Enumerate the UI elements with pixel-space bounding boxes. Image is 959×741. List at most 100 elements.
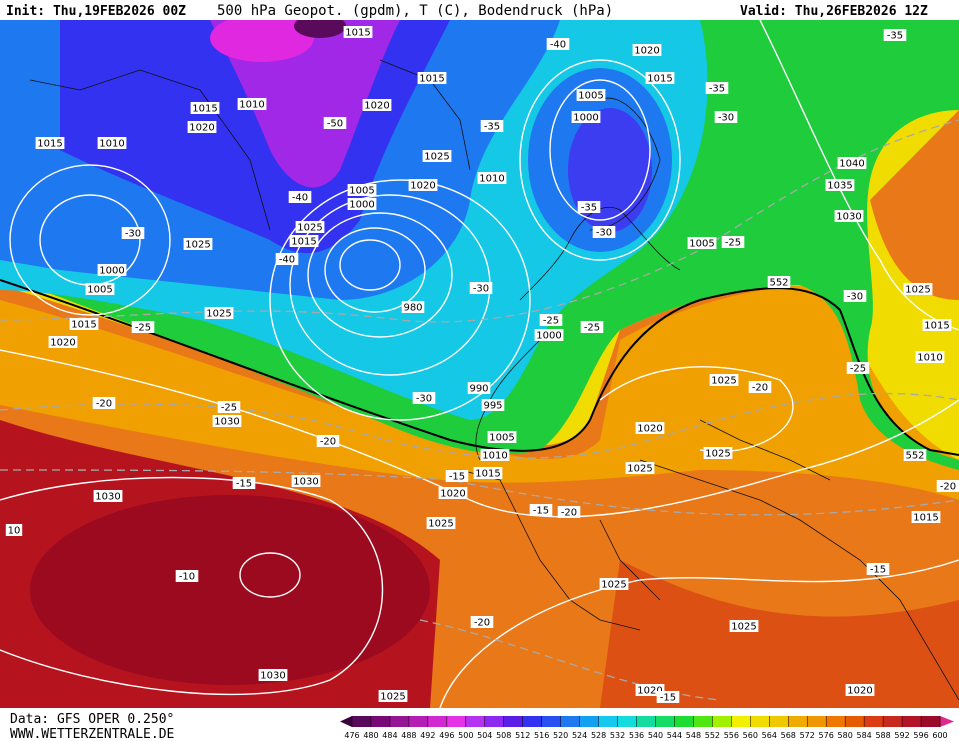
colorbar-tick-label: 544 bbox=[667, 731, 682, 740]
label-box bbox=[48, 336, 78, 348]
contour-label: -35 bbox=[709, 84, 725, 95]
label-box bbox=[592, 226, 616, 238]
contour-labels: 1015 1015 1020 1015 1015 1010 1020 1015 1010 -50 1… bbox=[5, 26, 959, 704]
label-box bbox=[625, 462, 655, 474]
label-box bbox=[275, 253, 299, 265]
contour-label: 1025 bbox=[185, 240, 210, 251]
label-box bbox=[480, 449, 510, 461]
label-box bbox=[92, 397, 116, 409]
colorbar-swatch bbox=[864, 716, 884, 727]
label-box bbox=[571, 111, 601, 123]
colorbar-swatch bbox=[750, 716, 770, 727]
contour-label: 1010 bbox=[239, 100, 264, 111]
contour-label: 1015 bbox=[475, 469, 500, 480]
colorbar-tick-label: 564 bbox=[762, 731, 777, 740]
colorbar-swatch bbox=[408, 716, 429, 727]
colorbar-tick-label: 580 bbox=[838, 731, 853, 740]
contour-label: 1015 bbox=[345, 28, 370, 39]
label-box bbox=[477, 172, 507, 184]
map-title: 500 hPa Geopot. (gpdm), T (C), Bodendruc… bbox=[217, 3, 613, 19]
contour-label: -30 bbox=[847, 292, 863, 303]
label-box bbox=[291, 475, 321, 487]
valid-time: Valid: Thu,26FEB2026 12Z bbox=[740, 4, 928, 19]
colorbar-tick-label: 488 bbox=[401, 731, 416, 740]
colorbar-swatch bbox=[826, 716, 846, 727]
label-box bbox=[487, 431, 517, 443]
label-box bbox=[911, 511, 941, 523]
colorbar-swatch bbox=[693, 716, 713, 727]
label-box bbox=[703, 447, 733, 459]
label-box bbox=[237, 98, 267, 110]
contour-label: -15 bbox=[870, 565, 886, 576]
label-box bbox=[534, 329, 564, 341]
label-box bbox=[656, 691, 680, 703]
colorbar-swatch bbox=[370, 716, 391, 727]
colorbar-tick-label: 568 bbox=[781, 731, 796, 740]
contour-label: -15 bbox=[236, 479, 252, 490]
contour-label: 1025 bbox=[297, 223, 322, 234]
label-box bbox=[422, 150, 452, 162]
label-box bbox=[183, 238, 213, 250]
label-box bbox=[576, 89, 606, 101]
contour-label: -25 bbox=[221, 403, 237, 414]
colorbar-tick-label: 476 bbox=[344, 731, 359, 740]
contour-label: 552 bbox=[905, 451, 924, 462]
label-box bbox=[212, 415, 242, 427]
contour-label: -40 bbox=[292, 193, 308, 204]
colorbar-swatch bbox=[541, 716, 562, 727]
label-box bbox=[903, 283, 933, 295]
contour-label: -20 bbox=[320, 437, 336, 448]
colorbar-swatch bbox=[484, 716, 505, 727]
label-box bbox=[121, 227, 145, 239]
contour-label: 1025 bbox=[705, 449, 730, 460]
contour-label: -35 bbox=[581, 203, 597, 214]
colorbar-tick-label: 508 bbox=[496, 731, 511, 740]
contour-label: 1025 bbox=[731, 622, 756, 633]
label-box bbox=[288, 191, 312, 203]
contour-label: 1030 bbox=[260, 671, 285, 682]
contour-label: 1005 bbox=[87, 285, 112, 296]
colorbar-tick-label: 592 bbox=[894, 731, 909, 740]
label-box bbox=[85, 283, 115, 295]
label-box bbox=[467, 382, 491, 394]
colorbar-tick-label: 536 bbox=[629, 731, 644, 740]
contour-label: 1015 bbox=[647, 74, 672, 85]
label-box bbox=[635, 422, 665, 434]
label-box bbox=[767, 276, 791, 288]
contour-label: 1020 bbox=[189, 123, 214, 134]
colorbar-swatch bbox=[503, 716, 524, 727]
label-box bbox=[232, 477, 256, 489]
label-box bbox=[632, 44, 662, 56]
map-area bbox=[0, 20, 959, 708]
colorbar-tick-label: 524 bbox=[572, 731, 587, 740]
colorbar-swatch bbox=[902, 716, 922, 727]
contour-label: 1020 bbox=[410, 181, 435, 192]
contour-label: -40 bbox=[550, 40, 566, 51]
label-box bbox=[438, 487, 468, 499]
contour-label: -25 bbox=[725, 238, 741, 249]
contour-label: 1025 bbox=[711, 376, 736, 387]
colorbar-tick-label: 588 bbox=[875, 731, 890, 740]
colorbar: 476 480 484 488 492 496 500 504 508 512 516 520 524 5… bbox=[340, 716, 954, 740]
label-box bbox=[687, 237, 717, 249]
label-box bbox=[481, 399, 505, 411]
contour-label: -20 bbox=[940, 482, 956, 493]
label-box bbox=[470, 616, 494, 628]
field-darkpurple bbox=[294, 20, 346, 38]
colorbar-tick-label: 572 bbox=[800, 731, 815, 740]
contour-label: 1030 bbox=[836, 212, 861, 223]
label-box bbox=[825, 179, 855, 191]
contour-label: 10 bbox=[8, 526, 21, 537]
label-box bbox=[378, 690, 408, 702]
contour-label: 1015 bbox=[913, 513, 938, 524]
label-box bbox=[295, 221, 325, 233]
colorbar-tick-label: 492 bbox=[420, 731, 435, 740]
contour-label: -20 bbox=[752, 383, 768, 394]
label-box bbox=[705, 82, 729, 94]
contour-label: 1010 bbox=[482, 451, 507, 462]
colorbar-swatch bbox=[674, 716, 694, 727]
colorbar-tick-label: 528 bbox=[591, 731, 606, 740]
contour-label: 1010 bbox=[99, 139, 124, 150]
contour-label: 552 bbox=[769, 278, 788, 289]
contour-label: 1020 bbox=[637, 686, 662, 697]
